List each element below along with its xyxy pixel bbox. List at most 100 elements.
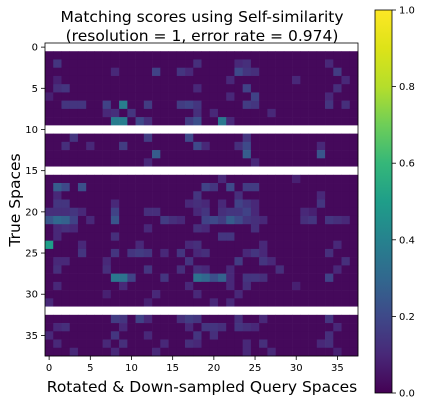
heatmap-cell (341, 92, 351, 101)
heatmap-cell (69, 323, 79, 332)
heatmap-cell (333, 191, 342, 200)
heatmap-cell (143, 347, 153, 357)
heatmap-cell (160, 100, 169, 110)
heatmap-cell (209, 331, 219, 340)
heatmap-cell (234, 117, 243, 126)
heatmap-cell (333, 224, 342, 233)
heatmap-cell (292, 314, 301, 324)
heatmap-cell (275, 117, 285, 126)
heatmap-cell (217, 314, 227, 324)
heatmap-cell (168, 92, 178, 101)
heatmap-cell (267, 281, 276, 291)
heatmap-cell (193, 51, 202, 60)
heatmap-cell (45, 257, 54, 266)
heatmap-cell (308, 314, 318, 324)
heatmap-cell (110, 158, 120, 167)
heatmap-cell (94, 347, 103, 357)
heatmap-cell (193, 331, 202, 340)
heatmap-cell (185, 108, 194, 118)
heatmap-cell (341, 75, 351, 85)
heatmap-cell (176, 141, 186, 151)
heatmap-cell (185, 273, 194, 283)
heatmap-cell (283, 51, 293, 60)
heatmap-cell (176, 240, 186, 250)
heatmap-cell (185, 281, 194, 291)
heatmap-cell (185, 323, 194, 332)
heatmap-cell (308, 75, 318, 85)
heatmap-cell (234, 323, 243, 332)
heatmap-cell (267, 141, 276, 151)
heatmap-cell (160, 141, 169, 151)
heatmap-cell (152, 265, 161, 274)
heatmap-cell (176, 133, 186, 143)
heatmap-cell (201, 191, 211, 200)
heatmap-cell (283, 174, 293, 184)
heatmap-cell (69, 117, 79, 126)
heatmap-cell (201, 232, 211, 241)
heatmap-cell (110, 323, 120, 332)
heatmap-cell (275, 191, 285, 200)
heatmap-cell (341, 240, 351, 250)
heatmap-cell (209, 290, 219, 299)
heatmap-cell (217, 347, 227, 357)
heatmap-cell (102, 273, 112, 283)
heatmap-cell (259, 141, 268, 151)
heatmap-cell (102, 281, 112, 291)
heatmap-cell (94, 314, 103, 324)
heatmap-cell (176, 174, 186, 184)
heatmap-cell (127, 347, 136, 357)
heatmap-cell (234, 59, 243, 69)
heatmap-cell (292, 257, 301, 266)
heatmap-cell (308, 339, 318, 349)
heatmap-cell (259, 108, 268, 118)
heatmap-cell (102, 240, 112, 250)
heatmap-cell (94, 133, 103, 143)
heatmap-cell (226, 141, 235, 151)
heatmap-cell (61, 59, 71, 69)
heatmap-cell (168, 84, 178, 93)
heatmap-cell (250, 141, 260, 151)
heatmap-cell (160, 240, 169, 250)
heatmap-cell (275, 248, 285, 258)
heatmap-cell (300, 347, 309, 357)
heatmap-cell (143, 75, 153, 85)
heatmap-cell (341, 191, 351, 200)
heatmap-cell (234, 207, 243, 217)
heatmap-cell (86, 84, 95, 93)
heatmap-cell (119, 141, 128, 151)
heatmap-cell (119, 323, 128, 332)
heatmap-cell (143, 67, 153, 77)
heatmap-cell (308, 59, 318, 69)
heatmap-cell (152, 67, 161, 77)
heatmap-cell (176, 183, 186, 192)
y-tick-label: 0 (32, 43, 38, 54)
heatmap-cell (209, 215, 219, 225)
heatmap-cell (160, 215, 169, 225)
heatmap-cell (349, 273, 359, 283)
heatmap-cell (316, 314, 326, 324)
heatmap-cell (292, 265, 301, 274)
heatmap-cell (193, 108, 202, 118)
colorbar-ticks: 0.0 0.2 0.4 0.6 0.8 1.0 (392, 6, 415, 400)
heatmap-cell (69, 141, 79, 151)
heatmap-cell (168, 240, 178, 250)
heatmap-cell (61, 117, 71, 126)
heatmap-cell (77, 281, 87, 291)
heatmap-cell (110, 108, 120, 118)
heatmap-cell (193, 199, 202, 209)
heatmap-cell (300, 108, 309, 118)
heatmap-cell (267, 298, 276, 307)
heatmap-cell (119, 273, 128, 283)
heatmap-cell (193, 232, 202, 241)
heatmap-cell (127, 84, 136, 93)
heatmap-cell (77, 240, 87, 250)
heatmap-cell (119, 150, 128, 159)
heatmap-cell (234, 331, 243, 340)
heatmap-cell (86, 191, 95, 200)
heatmap-cell (86, 67, 95, 77)
heatmap-cell (61, 207, 71, 217)
heatmap-cell (267, 108, 276, 118)
heatmap-cell (102, 158, 112, 167)
y-axis-label: True Spaces (6, 153, 24, 247)
heatmap-cell (45, 133, 54, 143)
